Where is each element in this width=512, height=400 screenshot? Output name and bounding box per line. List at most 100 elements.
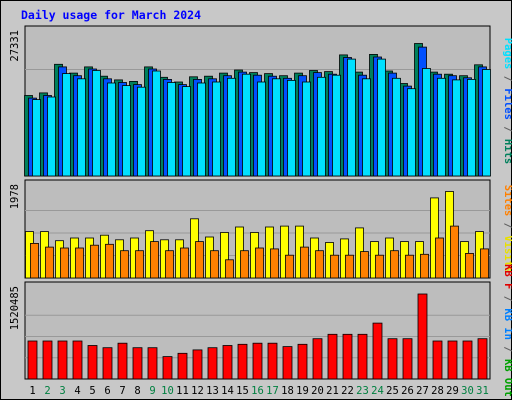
- x-tick-day-15: 15: [236, 385, 249, 397]
- bar-kb-f-day-30: [462, 340, 473, 380]
- x-tick-day-29: 29: [446, 385, 459, 397]
- bar-kb-f-day-1: [27, 340, 38, 380]
- bar-kb-f-day-5: [87, 345, 98, 380]
- legend-entry: KB F: [502, 264, 512, 289]
- x-tick-day-6: 6: [104, 385, 110, 397]
- bar-kb-f-day-22: [342, 333, 353, 380]
- bar-kb-f-day-3: [57, 340, 68, 380]
- bar-kb-f-day-24: [372, 322, 383, 380]
- bar-sites-day-16: [255, 247, 264, 279]
- bar-sites-day-24: [375, 254, 384, 279]
- bar-kb-f-day-8: [132, 347, 143, 380]
- bar-pages-day-14: [227, 77, 236, 177]
- bar-kb-f-day-13: [207, 347, 218, 380]
- bar-kb-f-day-16: [252, 342, 263, 380]
- bar-sites-day-1: [30, 242, 39, 279]
- bar-sites-day-3: [60, 247, 69, 279]
- x-tick-day-20: 20: [311, 385, 324, 397]
- bar-pages-day-12: [197, 82, 206, 177]
- legend-entry: KB In: [502, 308, 512, 340]
- bar-kb-f-day-29: [447, 340, 458, 380]
- legend-entry: /: [502, 120, 512, 139]
- panel-hits-files-pages: 27331 Pages / Files / Hits: [9, 25, 512, 177]
- bar-sites-day-28: [435, 237, 444, 279]
- bar-kb-f-day-28: [432, 340, 443, 380]
- bar-kb-f-day-17: [267, 342, 278, 380]
- bar-kb-f-day-6: [102, 347, 113, 380]
- bar-pages-day-8: [137, 86, 146, 177]
- bar-pages-day-5: [92, 70, 101, 177]
- bar-pages-day-4: [77, 78, 86, 177]
- bar-sites-day-30: [465, 252, 474, 279]
- x-tick-day-11: 11: [176, 385, 189, 397]
- panel-legend: KB F / KB In / KB Out: [502, 264, 512, 397]
- bar-kb-f-day-7: [117, 342, 128, 380]
- bar-kb-f-day-2: [42, 340, 53, 380]
- bar-pages-day-30: [467, 79, 476, 177]
- bar-pages-day-28: [437, 77, 446, 177]
- legend-entry: Sites: [502, 185, 512, 217]
- bar-sites-day-11: [180, 247, 189, 279]
- x-tick-day-22: 22: [341, 385, 354, 397]
- legend-entry: Pages: [502, 38, 512, 70]
- y-max-label: 1978: [9, 184, 21, 209]
- chart-title: Daily usage for March 2024: [21, 8, 201, 22]
- x-tick-day-16: 16: [251, 385, 264, 397]
- panel-legend: Pages / Files / Hits: [502, 38, 512, 164]
- x-axis-labels: 1 2 3 4 5 6 7 8 9 10 11 12 13 14 15 16 17 18 19 20 21 22 23 24 2…: [29, 385, 488, 397]
- bar-pages-day-20: [317, 76, 326, 177]
- bar-sites-day-13: [210, 250, 219, 279]
- x-tick-day-2: 2: [44, 385, 50, 397]
- x-tick-day-10: 10: [161, 385, 174, 397]
- legend-entry: /: [502, 216, 512, 235]
- bar-kb-f-day-4: [72, 340, 83, 380]
- legend-entry: Visits: [502, 235, 512, 273]
- legend-entry: Hits: [502, 139, 512, 164]
- bar-sites-day-8: [135, 250, 144, 279]
- bar-kb-f-day-21: [327, 333, 338, 380]
- bar-sites-day-26: [405, 254, 414, 279]
- x-tick-day-18: 18: [281, 385, 294, 397]
- bar-pages-day-2: [47, 96, 56, 177]
- bar-sites-day-6: [105, 243, 114, 279]
- bar-kb-f-day-27: [417, 293, 428, 380]
- bar-pages-day-17: [272, 78, 281, 177]
- bar-kb-f-day-25: [387, 338, 398, 380]
- x-tick-day-17: 17: [266, 385, 279, 397]
- x-tick-day-23: 23: [356, 385, 369, 397]
- x-tick-day-5: 5: [89, 385, 95, 397]
- bar-sites-day-19: [300, 246, 309, 279]
- bar-pages-day-10: [167, 82, 176, 177]
- x-tick-day-19: 19: [296, 385, 309, 397]
- bar-pages-day-26: [407, 88, 416, 177]
- bar-sites-day-2: [45, 246, 54, 279]
- x-tick-day-4: 4: [74, 385, 80, 397]
- panel-legend: Sites / Visits: [502, 185, 512, 274]
- bar-pages-day-7: [122, 85, 131, 177]
- x-tick-day-1: 1: [29, 385, 35, 397]
- bar-sites-day-17: [270, 248, 279, 279]
- x-tick-day-25: 25: [386, 385, 399, 397]
- bar-kb-f-day-26: [402, 338, 413, 380]
- bar-sites-day-10: [165, 250, 174, 279]
- bar-sites-day-14: [225, 259, 234, 279]
- legend-entry: /: [502, 340, 512, 359]
- bar-pages-day-25: [392, 77, 401, 177]
- legend-entry: Files: [502, 88, 512, 120]
- bar-pages-day-21: [332, 74, 341, 177]
- bar-sites-day-15: [240, 250, 249, 279]
- bar-kb-f-day-20: [312, 338, 323, 380]
- bar-sites-day-23: [360, 251, 369, 279]
- bar-visits-day-18: [280, 225, 289, 279]
- bar-pages-day-22: [347, 58, 356, 177]
- x-tick-day-21: 21: [326, 385, 339, 397]
- bar-kb-f-day-18: [282, 346, 293, 380]
- bar-sites-day-9: [150, 241, 159, 279]
- x-tick-day-7: 7: [119, 385, 125, 397]
- bar-sites-day-20: [315, 250, 324, 279]
- x-tick-day-30: 30: [461, 385, 474, 397]
- bar-visits-day-14: [220, 232, 229, 279]
